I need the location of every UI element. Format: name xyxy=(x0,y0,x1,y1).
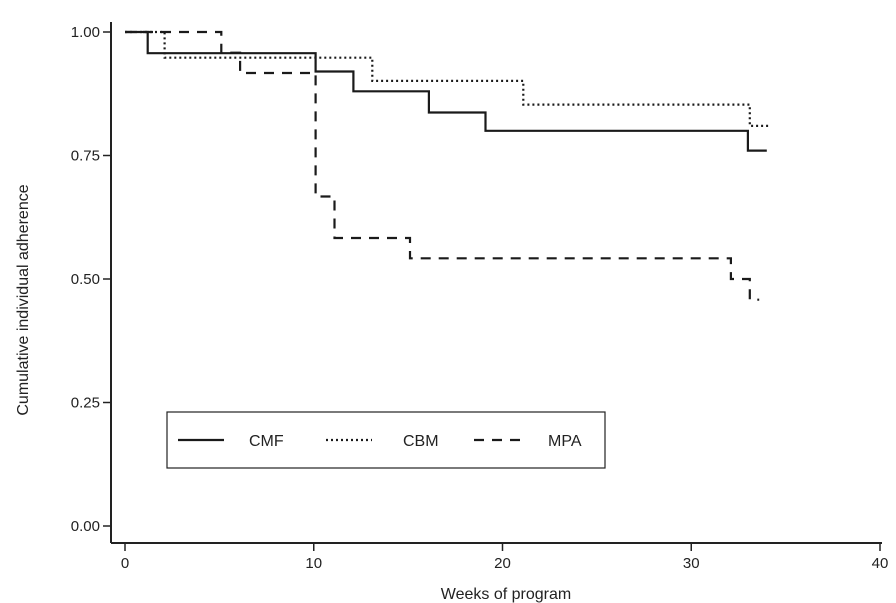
x-tick-label: 40 xyxy=(872,555,889,572)
y-tick-label: 1.00 xyxy=(71,24,100,41)
x-tick-label: 20 xyxy=(494,555,511,572)
y-tick-label: 0.50 xyxy=(71,271,100,288)
legend: CMF CBM MPA xyxy=(166,411,606,469)
x-tick-label: 30 xyxy=(683,555,700,572)
y-tick-label: 0.00 xyxy=(71,518,100,535)
legend-label-cmf: CMF xyxy=(249,433,284,450)
legend-label-cbm: CBM xyxy=(403,433,439,450)
y-tick-label: 0.25 xyxy=(71,395,100,412)
x-tick-label: 0 xyxy=(121,555,129,572)
series-line-mpa xyxy=(125,30,760,301)
series-line-cbm xyxy=(125,30,769,127)
series xyxy=(125,30,769,301)
series-line-cmf xyxy=(125,30,767,152)
y-axis-title: Cumulative individual adherence xyxy=(15,184,32,415)
y-ticks: 0.00 0.25 0.50 0.75 1.00 xyxy=(71,24,111,535)
x-ticks: 0 10 20 30 40 xyxy=(121,543,889,572)
x-axis-title: Weeks of program xyxy=(441,586,571,603)
y-tick-label: 0.75 xyxy=(71,148,100,165)
legend-label-mpa: MPA xyxy=(548,433,582,450)
axes xyxy=(110,22,882,544)
legend-box xyxy=(166,411,606,469)
x-tick-label: 10 xyxy=(305,555,322,572)
